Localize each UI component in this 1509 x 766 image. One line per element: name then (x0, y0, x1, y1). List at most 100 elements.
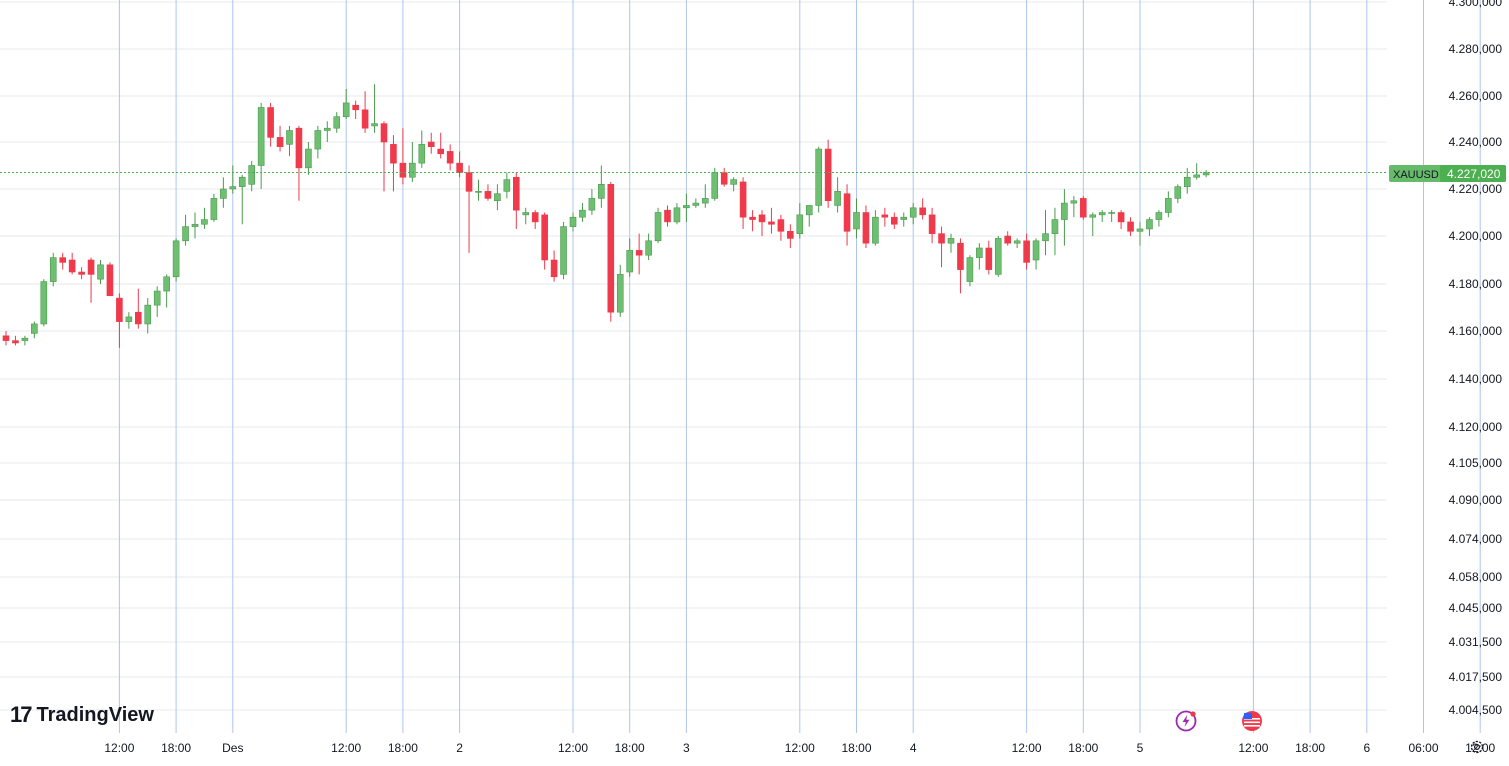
candle-body (749, 216, 756, 220)
candle-body (730, 179, 737, 185)
y-tick-label: 4.180,000 (1449, 277, 1503, 291)
candle-body (267, 107, 274, 138)
x-tick-label: 12:00 (785, 741, 815, 755)
candle-body (238, 176, 246, 187)
candle (59, 252, 67, 270)
candle-body (125, 316, 133, 322)
candle (834, 177, 841, 213)
candle-body (201, 219, 208, 225)
candle-body (1023, 240, 1030, 263)
x-tick-label: 12:00 (1238, 741, 1268, 755)
candle-body (1013, 240, 1021, 244)
candle-body (248, 165, 255, 185)
candle (616, 264, 624, 317)
candle-body (947, 238, 955, 244)
candle (1202, 170, 1210, 178)
symbol-ticker: XAUUSD (1393, 169, 1439, 181)
candle (1155, 210, 1163, 227)
y-tick-label: 4.090,000 (1449, 493, 1503, 507)
candle-body (59, 257, 67, 263)
candle-body (938, 233, 945, 244)
candle (664, 205, 671, 227)
candle-body (711, 172, 719, 199)
candle (248, 160, 255, 192)
candle (201, 207, 208, 229)
candle (588, 189, 596, 215)
us-flag-icon[interactable] (1242, 711, 1262, 731)
candle-body (683, 205, 690, 209)
candle (456, 151, 463, 178)
candle (749, 210, 756, 232)
candle-body (484, 191, 492, 199)
candle-body (172, 240, 180, 278)
candle-body (286, 130, 293, 145)
x-tick-label: 18:00 (841, 741, 871, 755)
candle-body (494, 193, 501, 202)
candle-body (1080, 198, 1087, 218)
candle-body (1183, 176, 1191, 187)
y-tick-label: 4.058,000 (1449, 570, 1503, 584)
candle (87, 257, 95, 303)
candle (985, 240, 993, 275)
candle (12, 335, 19, 346)
candle (824, 139, 832, 208)
candle-body (872, 216, 879, 244)
candle-body (78, 271, 85, 275)
candle (569, 212, 577, 232)
y-tick-label: 4.074,000 (1449, 532, 1503, 546)
candle (522, 207, 530, 225)
x-tick-label: Des (222, 741, 243, 755)
candle-body (701, 198, 709, 204)
y-tick-label: 4.140,000 (1449, 372, 1503, 386)
candle-body (31, 323, 38, 334)
x-tick-label: 12:00 (558, 741, 588, 755)
y-tick-label: 4.200,000 (1449, 229, 1503, 243)
candle (890, 212, 898, 229)
candle-body (909, 207, 917, 218)
candle (815, 146, 823, 213)
candle (1193, 163, 1200, 180)
candle-body (390, 144, 397, 164)
candle (512, 172, 520, 229)
candle (418, 130, 426, 168)
candle-body (323, 127, 331, 131)
candle (919, 198, 926, 220)
candle (843, 184, 851, 246)
horizontal-gridlines (0, 1, 1387, 711)
candle (1146, 217, 1153, 236)
candle (796, 203, 804, 239)
last-price-label: XAUUSD 4.227,020 (1389, 165, 1506, 182)
x-tick-label: 4 (910, 741, 917, 755)
candle-body (229, 186, 237, 190)
candle-body (1051, 219, 1059, 234)
brand-name: TradingView (36, 703, 154, 726)
candle (976, 243, 983, 270)
candle-body (220, 188, 227, 199)
candlestick-series (2, 84, 1210, 348)
tradingview-logo[interactable]: 17 TradingView (10, 702, 154, 728)
candle (144, 298, 152, 334)
candle (21, 335, 29, 346)
candle (805, 205, 813, 227)
candle (909, 203, 917, 225)
candle-body (87, 259, 95, 275)
settings-icon[interactable] (1470, 740, 1484, 754)
candle (446, 144, 454, 171)
candle (768, 207, 775, 234)
candle-body (2, 335, 10, 341)
candle (323, 121, 331, 142)
lightning-icon[interactable] (1175, 710, 1197, 732)
candle-body (966, 257, 974, 282)
candle (484, 184, 492, 201)
candle (210, 193, 218, 222)
candle-body (531, 212, 539, 223)
candle-body (815, 148, 823, 206)
candle (872, 210, 879, 246)
x-tick-label: 18:00 (388, 741, 418, 755)
y-tick-label: 4.045,000 (1449, 601, 1503, 615)
candle (758, 210, 766, 236)
x-tick-label: 3 (683, 741, 690, 755)
candle (579, 203, 586, 222)
candle-body (418, 144, 426, 164)
